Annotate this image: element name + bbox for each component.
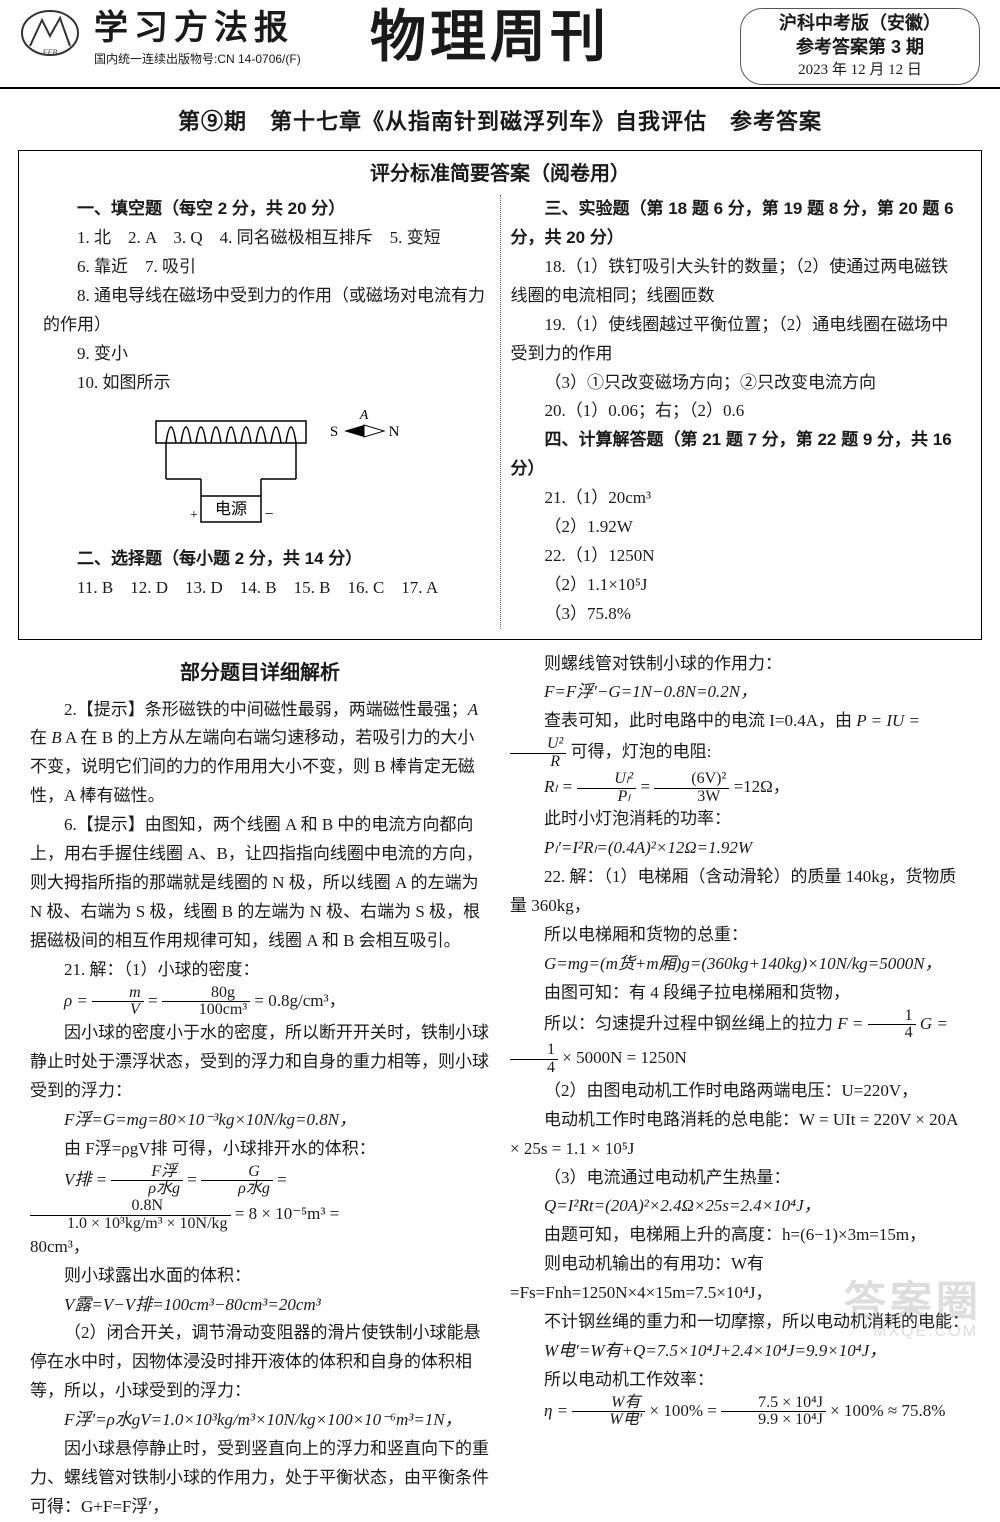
eq-total-weight: G=mg=(m货+m厢)g=(360kg+140kg)×10N/kg=5000N…: [510, 950, 970, 979]
ans-21-2: （2）1.92W: [511, 513, 958, 542]
svg-text:N: N: [389, 424, 400, 440]
svg-text:+: +: [190, 508, 198, 523]
sol-6: 6.【提示】由图知，两个线圈 A 和 B 中的电流方向都向上，用右手握住线圈 A…: [30, 811, 490, 955]
box-col-left: 一、填空题（每空 2 分，共 20 分） 1. 北 2. A 3. Q 4. 同…: [33, 195, 501, 628]
ans-18: 18.（1）铁钉吸引大头针的数量；（2）使通过两电磁铁线圈的电流相同；线圈匝数: [511, 253, 958, 311]
sol-2: 2.【提示】条形磁铁的中间磁性最弱，两端磁性最强；A 在 B A 在 B 的上方…: [30, 696, 490, 812]
p-coil-force: 则螺线管对铁制小球的作用力：: [510, 650, 970, 679]
edition-line1: 沪科中考版（安徽）: [747, 11, 973, 35]
ans-22-3: （3）75.8%: [511, 600, 958, 629]
ans-20: 20.（1）0.06；右；（2）0.6: [511, 397, 958, 426]
eq-bulb-power: Pₗ′=I²Rₗ=(0.4A)²×12Ω=1.92W: [510, 834, 970, 863]
choice-header: 二、选择题（每小题 2 分，共 14 分）: [43, 545, 490, 574]
p-ropes: 由图可知：有 4 段绳子拉电梯厢和货物，: [510, 979, 970, 1008]
ans-10: 10. 如图所示: [43, 369, 490, 398]
eq-motor-energy: W电′=W有+Q=7.5×10⁴J+2.4×10⁴J=9.9×10⁴J，: [510, 1337, 970, 1366]
p-bulb-power: 此时小灯泡消耗的功率：: [510, 805, 970, 834]
detail-columns: 部分题目详细解析 2.【提示】条形磁铁的中间磁性最弱，两端磁性最强；A 在 B …: [20, 650, 980, 1522]
eq-efficiency: η = W有W电′ × 100% = 7.5 × 10⁴J9.9 × 10⁴J …: [510, 1395, 970, 1430]
ans-22-1: 22.（1）1250N: [511, 542, 958, 571]
p-current: 查表可知，此时电路中的电流 I=0.4A，由 P = IU = U²R 可得，灯…: [510, 707, 970, 770]
svg-text:−: −: [265, 506, 274, 523]
p-vol-disp: 由 F浮=ρgV排 可得，小球排开水的体积：: [30, 1135, 490, 1164]
eq-buoy-force: F浮=G=mg=80×10⁻³kg×10N/kg=0.8N，: [30, 1106, 490, 1135]
box-columns: 一、填空题（每空 2 分，共 20 分） 1. 北 2. A 3. Q 4. 同…: [33, 195, 967, 628]
box-title: 评分标准简要答案（阅卷用）: [33, 157, 967, 191]
ans-19-3: （3）①只改变磁场方向；②只改变电流方向: [511, 369, 958, 398]
ans-6-7: 6. 靠近 7. 吸引: [43, 253, 490, 282]
p-22-2: （2）由图电动机工作时电路两端电压：U=220V，: [510, 1077, 970, 1106]
section-title: 第⑨期 第十七章《从指南针到磁浮列车》自我评估 参考答案: [0, 103, 1000, 140]
edition-date: 2023 年 12 月 12 日: [747, 60, 973, 80]
eq-coil-force: F=F浮′−G=1N−0.8N=0.2N，: [510, 678, 970, 707]
ans-1-5: 1. 北 2. A 3. Q 4. 同名磁极相互排斥 5. 变短: [43, 224, 490, 253]
svg-text:电源: 电源: [215, 500, 247, 518]
sol-22: 22. 解：（1）电梯厢（含动滑轮）的质量 140kg，货物质量 360kg，: [510, 863, 970, 921]
edition-line2: 参考答案第 3 期: [747, 35, 973, 59]
p-efficiency: 所以电动机工作效率：: [510, 1366, 970, 1395]
sol-21: 21. 解：（1）小球的密度：: [30, 956, 490, 985]
eq-resistance: Rₗ = Uₗ²Pₗ = (6V)²3W =12Ω，: [510, 771, 970, 806]
diagram-10: 电源 + − A S N: [43, 401, 490, 541]
eq-heat: Q=I²Rt=(20A)²×2.4Ω×25s=2.4×10⁴J，: [510, 1192, 970, 1221]
ans-8: 8. 通电导线在磁场中受到力的作用（或磁场对电流有力的作用）: [43, 282, 490, 340]
box-col-right: 三、实验题（第 18 题 6 分，第 19 题 8 分，第 20 题 6 分，共…: [501, 195, 968, 628]
logo-icon: FFB: [20, 8, 80, 58]
svg-text:FFB: FFB: [42, 48, 58, 57]
ans-9: 9. 变小: [43, 340, 490, 369]
calc-header: 四、计算解答题（第 21 题 7 分，第 22 题 9 分，共 16 分）: [511, 426, 958, 484]
p-height: 由题可知，电梯厢上升的高度：h=(6−1)×3m=15m，: [510, 1221, 970, 1250]
p-21-2: （2）闭合开关，调节滑动变阻器的滑片使铁制小球能悬停在水中时，因物体浸没时排开液…: [30, 1319, 490, 1406]
ans-22-2: （2）1.1×10⁵J: [511, 571, 958, 600]
fill-blank-header: 一、填空题（每空 2 分，共 20 分）: [43, 195, 490, 224]
eq-total-energy: 电动机工作时电路消耗的总电能：W = UIt = 220V × 20A × 25…: [510, 1106, 970, 1164]
p-no-friction: 不计钢丝绳的重力和一切摩擦，所以电动机消耗的电能：: [510, 1308, 970, 1337]
p-balance: 因小球悬停静止时，受到竖直向上的浮力和竖直向下的重力、螺线管对铁制小球的作用力，…: [30, 1435, 490, 1522]
eq-vol-exposed: V露=V−V排=100cm³−80cm³=20cm³: [30, 1291, 490, 1320]
edition-box: 沪科中考版（安徽） 参考答案第 3 期 2023 年 12 月 12 日: [740, 8, 980, 85]
ans-11-17: 11. B 12. D 13. D 14. B 15. B 16. C 17. …: [43, 574, 490, 603]
svg-text:S: S: [330, 424, 338, 440]
p-tension: 所以：匀速提升过程中钢丝绳上的拉力 F = 14 G = 14 × 5000N …: [510, 1008, 970, 1077]
detail-title: 部分题目详细解析: [30, 656, 490, 690]
p-vol-exposed: 则小球露出水面的体积：: [30, 1262, 490, 1291]
logo: FFB: [20, 8, 90, 68]
p-buoy: 因小球的密度小于水的密度，所以断开开关时，铁制小球静止时处于漂浮状态，受到的浮力…: [30, 1019, 490, 1106]
detail-col-right: 则螺线管对铁制小球的作用力： F=F浮′−G=1N−0.8N=0.2N， 查表可…: [500, 650, 980, 1522]
newspaper-title-block: 学习方法报 国内统一连续出版物号:CN 14-0706/(F): [90, 8, 350, 70]
eq-vol-disp: V排 = F浮ρ水g = Gρ水g = 0.8N1.0 × 10³kg/m³ ×…: [30, 1164, 490, 1233]
masthead: FFB 学习方法报 国内统一连续出版物号:CN 14-0706/(F) 物理周刊…: [0, 0, 1000, 89]
exp-header: 三、实验题（第 18 题 6 分，第 19 题 8 分，第 20 题 6 分，共…: [511, 195, 958, 253]
detail-col-left: 部分题目详细解析 2.【提示】条形磁铁的中间磁性最弱，两端磁性最强；A 在 B …: [20, 650, 500, 1522]
p-22-3: （3）电流通过电动机产生热量：: [510, 1164, 970, 1193]
newspaper-title: 学习方法报: [94, 10, 350, 47]
ans-21-1: 21.（1）20cm³: [511, 484, 958, 513]
svg-text:A: A: [359, 408, 369, 423]
p-total-weight: 所以电梯厢和货物的总重：: [510, 921, 970, 950]
weekly-title: 物理周刊: [350, 8, 740, 66]
detail-section: 部分题目详细解析 2.【提示】条形磁铁的中间磁性最弱，两端磁性最强；A 在 B …: [0, 650, 1000, 1522]
ans-19: 19.（1）使线圈越过平衡位置；（2）通电线圈在磁场中受到力的作用: [511, 311, 958, 369]
eq-density: ρ = mV = 80g100cm³ = 0.8g/cm³，: [30, 985, 490, 1020]
eq-buoy2: F浮′=ρ水gV=1.0×10³kg/m³×10N/kg×100×10⁻⁶m³=…: [30, 1406, 490, 1435]
eq-useful-work: 则电动机输出的有用功：W有=Fs=Fnh=1250N×4×15m=7.5×10⁴…: [510, 1250, 970, 1308]
issn: 国内统一连续出版物号:CN 14-0706/(F): [94, 49, 350, 69]
answer-box: 评分标准简要答案（阅卷用） 一、填空题（每空 2 分，共 20 分） 1. 北 …: [18, 150, 982, 639]
eq-vol-disp-cont: 80cm³，: [30, 1233, 490, 1262]
